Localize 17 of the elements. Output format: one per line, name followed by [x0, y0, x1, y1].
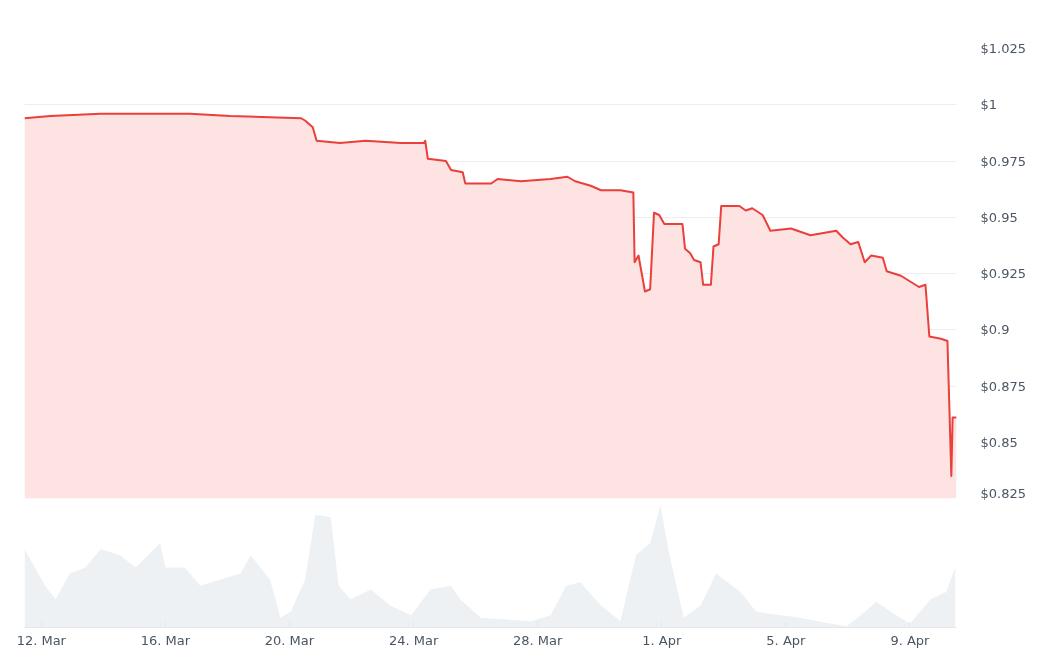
y-tick-label: $0.925 — [980, 266, 1026, 281]
x-tick-label: 24. Mar — [388, 632, 439, 648]
y-tick-label: $1.025 — [980, 41, 1026, 56]
y-tick-label: $1 — [980, 97, 998, 113]
x-tick-label: 5. Apr — [766, 632, 807, 648]
y-tick-label: $0.9 — [980, 322, 1010, 338]
y-tick-label: $0.825 — [980, 485, 1026, 501]
y-tick-label: $0.875 — [980, 378, 1026, 394]
x-tick-label: 1. Apr — [642, 632, 682, 648]
y-tick-label: $0.975 — [980, 153, 1026, 169]
x-tick-label: 28. Mar — [513, 632, 563, 648]
x-tick-label: 20. Mar — [264, 632, 315, 648]
x-tick-label: 9. Apr — [890, 632, 931, 648]
x-tick-label: 16. Mar — [140, 632, 191, 648]
y-tick-label: $0.95 — [980, 209, 1018, 225]
y-tick-label: $0.85 — [980, 434, 1018, 450]
x-tick-label: 12. Mar — [16, 632, 67, 648]
